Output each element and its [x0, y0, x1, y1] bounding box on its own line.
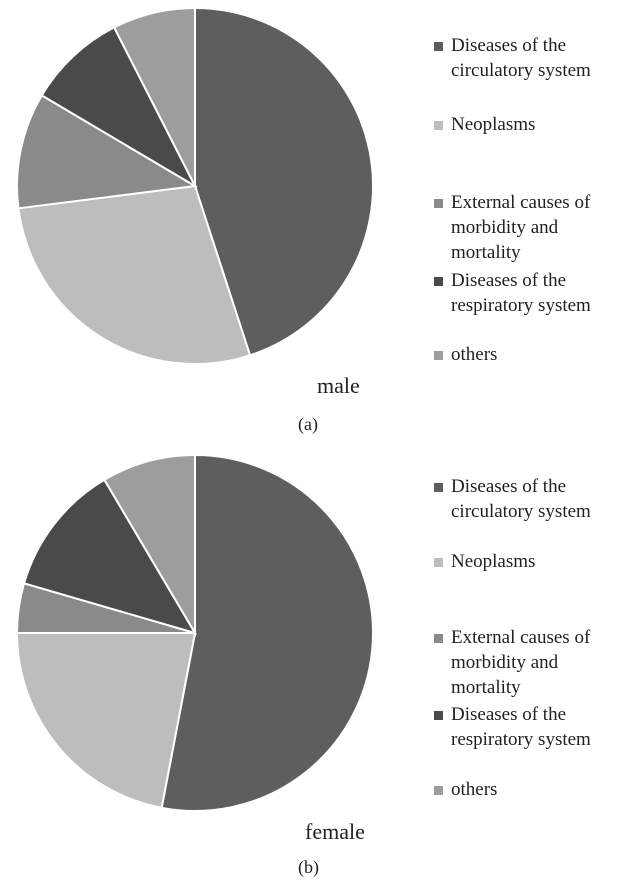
legend-label: Diseases of the respiratory system: [451, 702, 621, 752]
legend-label: External causes of morbidity and mortali…: [451, 625, 621, 700]
legend-label: Neoplasms: [451, 112, 621, 137]
legend-label: others: [451, 777, 621, 802]
legend-label: External causes of morbidity and mortali…: [451, 190, 621, 265]
panel-label-a: (a): [298, 414, 318, 435]
group-label-female: female: [305, 819, 365, 845]
legend-swatch: [434, 121, 443, 130]
legend-swatch: [434, 277, 443, 286]
legend-swatch: [434, 351, 443, 360]
pie-chart-female: [0, 447, 400, 827]
legend-swatch: [434, 558, 443, 567]
panel-label-b: (b): [298, 857, 319, 878]
legend-label: Diseases of the respiratory system: [451, 268, 621, 318]
legend-swatch: [434, 199, 443, 208]
legend-swatch: [434, 786, 443, 795]
legend-label: Diseases of the circulatory system: [451, 33, 621, 83]
legend-swatch: [434, 42, 443, 51]
chart-panel-female: Diseases of the circulatory system Neopl…: [0, 447, 621, 883]
legend-swatch: [434, 483, 443, 492]
legend-label: Neoplasms: [451, 549, 621, 574]
group-label-male: male: [317, 373, 360, 399]
pie-chart-male: [0, 0, 400, 380]
legend-swatch: [434, 634, 443, 643]
chart-panel-male: Diseases of the circulatory system Neopl…: [0, 0, 621, 440]
legend-label: Diseases of the circulatory system: [451, 474, 621, 524]
legend-swatch: [434, 711, 443, 720]
legend-label: others: [451, 342, 621, 367]
